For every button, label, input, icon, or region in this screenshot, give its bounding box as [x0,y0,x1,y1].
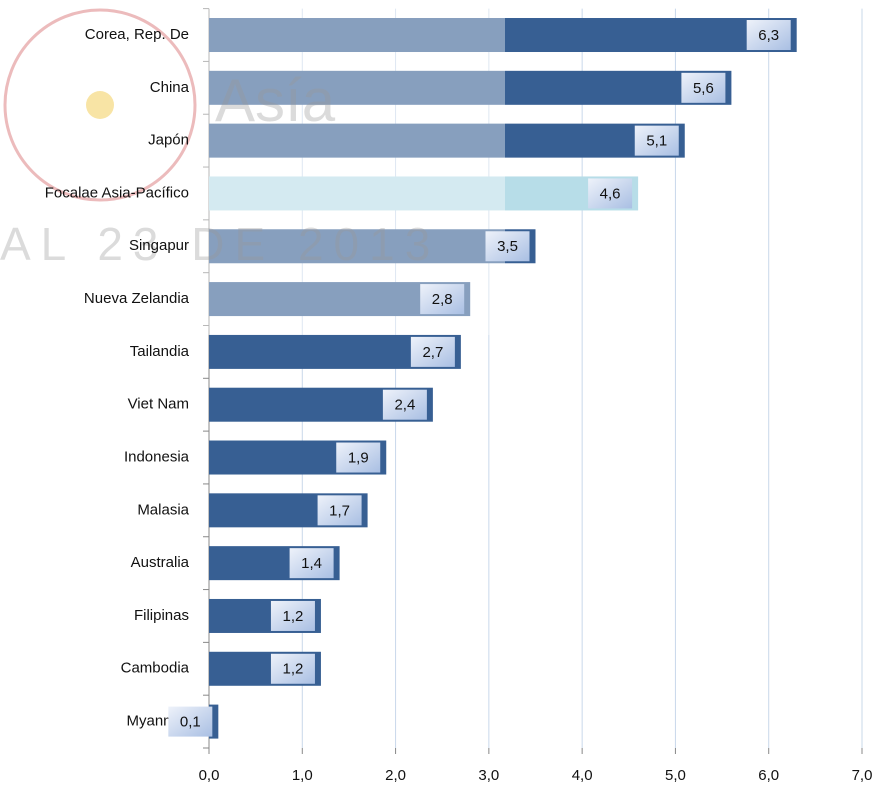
y-tick-label: Cambodia [121,660,190,677]
y-tick-label: Singapur [129,237,189,254]
y-tick-label: Malasia [137,501,189,518]
value-label: 2,8 [432,291,453,308]
watermark-text: AL 23 DE 2013 [0,218,440,270]
y-tick-label: Focalae Asia-Pacífico [45,184,189,201]
watermark-text: Asía [215,67,336,134]
value-label: 0,1 [180,714,201,731]
x-tick-label: 7,0 [852,767,873,784]
x-tick-label: 5,0 [665,767,686,784]
y-tick-label: Indonesia [124,448,190,465]
y-tick-label: Australia [131,554,190,571]
chart: Asía AL 23 DE 2013 0,0 1,0 2,0 3,0 4,0 5,0 6,0… [0,0,876,789]
value-label: 1,2 [283,608,304,625]
value-label: 1,7 [329,502,350,519]
value-label: 2,7 [422,344,443,361]
value-label: 4,6 [600,185,621,202]
y-tick-label: Filipinas [134,607,189,624]
x-tick-label: 4,0 [572,767,593,784]
x-tick-label: 3,0 [478,767,499,784]
page: {"chart_data": {"type": "hbar", "categor… [0,0,876,789]
value-label: 1,4 [301,555,322,572]
value-label: 6,3 [758,27,779,44]
y-tick-label: Corea, Rep. De [85,26,189,43]
x-tick-label: 6,0 [758,767,779,784]
y-tick-label: Tailandia [130,343,190,360]
y-tick-label: Japón [148,132,189,149]
value-label: 1,9 [348,449,369,466]
y-tick-label: Nueva Zelandia [84,290,190,307]
value-label: 5,1 [646,133,667,150]
x-tick-label: 1,0 [292,767,313,784]
x-tick-label: 2,0 [385,767,406,784]
value-label: 2,4 [394,397,415,414]
y-tick-label: Viet Nam [128,396,189,413]
value-label: 3,5 [497,238,518,255]
watermark-logo [86,91,114,119]
x-tick-label: 0,0 [199,767,220,784]
value-label: 5,6 [693,80,714,97]
value-label: 1,2 [283,661,304,678]
y-tick-label: China [150,79,190,96]
